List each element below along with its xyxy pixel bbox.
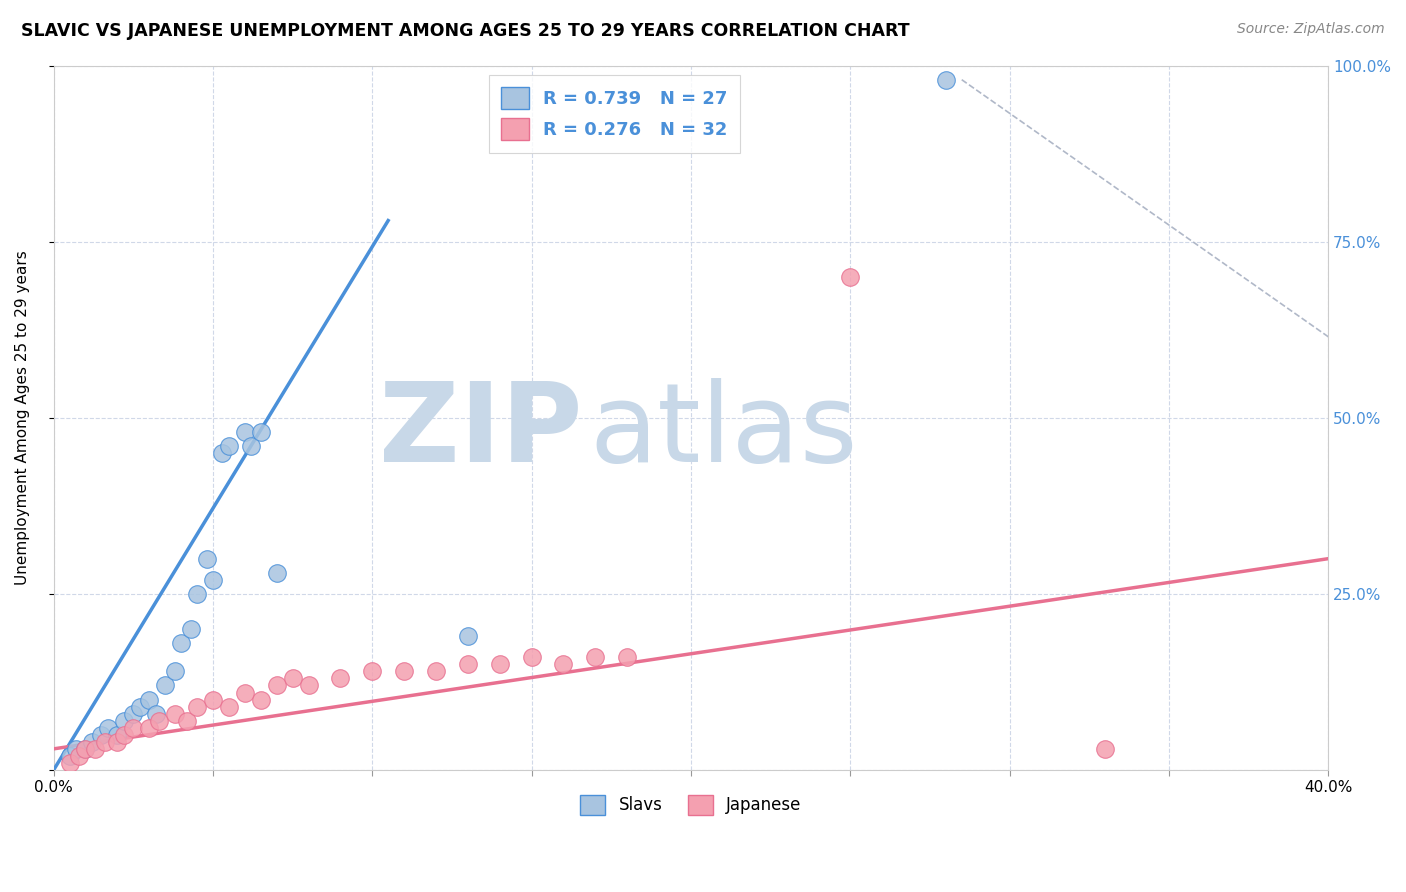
Point (112, 728, 135, 742)
Point (201, 573, 224, 587)
Point (457, 657, 479, 672)
Y-axis label: Unemployment Among Ages 25 to 29 years: Unemployment Among Ages 25 to 29 years (15, 251, 30, 585)
Legend: Slavs, Japanese: Slavs, Japanese (571, 785, 811, 825)
Point (176, 714, 198, 728)
Point (249, 692, 271, 706)
Point (935, 72, 957, 87)
Point (266, 678, 288, 692)
Point (392, 665, 415, 679)
Point (553, 657, 575, 672)
Point (93, 735, 115, 749)
Point (201, 692, 224, 706)
Point (425, 665, 447, 679)
Point (138, 721, 160, 735)
Point (616, 650, 638, 665)
Text: Source: ZipAtlas.com: Source: ZipAtlas.com (1237, 22, 1385, 37)
Point (80, 735, 103, 749)
Point (361, 665, 384, 679)
Point (67, 748, 90, 763)
Point (153, 678, 176, 692)
Point (218, 439, 240, 453)
Point (249, 425, 271, 439)
Point (65, 742, 87, 756)
Point (218, 699, 240, 714)
Point (266, 566, 288, 580)
Point (58, 748, 80, 763)
Point (329, 672, 352, 686)
Point (145, 706, 167, 721)
Point (122, 721, 145, 735)
Point (1094, 742, 1116, 756)
Point (148, 714, 170, 728)
Point (488, 657, 510, 672)
Point (186, 699, 208, 714)
Point (195, 551, 218, 566)
Point (163, 706, 186, 721)
Point (112, 714, 135, 728)
Point (457, 629, 479, 643)
Point (105, 728, 128, 742)
Point (163, 665, 186, 679)
Point (186, 587, 208, 601)
Point (180, 622, 202, 636)
Point (75, 742, 97, 756)
Point (128, 699, 150, 714)
Point (58, 756, 80, 770)
Point (211, 446, 233, 460)
Point (97, 721, 120, 735)
Point (583, 650, 606, 665)
Text: ZIP: ZIP (380, 378, 582, 485)
Point (281, 672, 304, 686)
Point (240, 439, 263, 453)
Point (105, 735, 128, 749)
Point (839, 269, 862, 284)
Point (170, 636, 193, 650)
Point (297, 678, 319, 692)
Point (84, 742, 107, 756)
Point (90, 728, 112, 742)
Point (138, 692, 160, 706)
Point (233, 425, 256, 439)
Point (233, 685, 256, 699)
Point (75, 742, 97, 756)
Text: SLAVIC VS JAPANESE UNEMPLOYMENT AMONG AGES 25 TO 29 YEARS CORRELATION CHART: SLAVIC VS JAPANESE UNEMPLOYMENT AMONG AG… (21, 22, 910, 40)
Point (122, 706, 145, 721)
Point (520, 650, 543, 665)
Text: atlas: atlas (589, 378, 858, 485)
